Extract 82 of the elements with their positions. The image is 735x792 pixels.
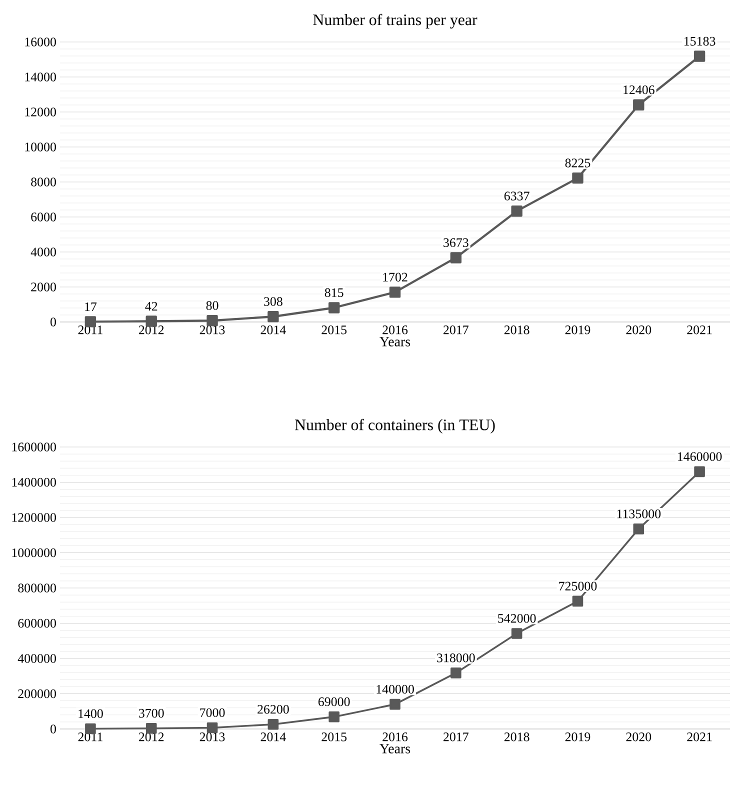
data-label: 1702 <box>383 272 408 282</box>
x-tick-label: 2015 <box>322 326 347 334</box>
y-tick-label: 200000 <box>18 689 56 698</box>
y-tick-label: 2000 <box>31 282 56 292</box>
point <box>633 524 644 534</box>
point <box>572 596 584 607</box>
data-label: 42 <box>145 302 158 311</box>
y-tick-label: 1400000 <box>12 478 56 487</box>
point <box>268 718 279 730</box>
data-label: 15183 <box>684 36 716 46</box>
x-tick-label: 2016 <box>382 326 408 334</box>
point <box>694 50 706 62</box>
point <box>206 722 218 734</box>
x-tick-label: 2019 <box>565 732 590 742</box>
data-label: 6337 <box>504 192 530 200</box>
y-tick-label: 600000 <box>18 618 56 628</box>
data-label: 140000 <box>376 684 414 694</box>
data-label: 308 <box>264 297 282 306</box>
x-tick-label: 2016 <box>382 732 408 742</box>
point <box>268 311 279 322</box>
x-axis-title: Years <box>380 744 410 754</box>
data-label: 3700 <box>139 708 164 718</box>
y-tick-label: 1600000 <box>12 442 56 452</box>
point <box>328 302 340 314</box>
point <box>511 628 522 639</box>
data-label: 7000 <box>200 708 225 718</box>
point <box>450 252 462 264</box>
y-tick-label: 1200000 <box>12 513 56 522</box>
point <box>206 314 218 326</box>
point <box>450 668 462 678</box>
data-label: 1135000 <box>617 510 661 518</box>
data-label: 1460000 <box>678 452 722 461</box>
point <box>572 172 584 184</box>
point <box>328 711 340 722</box>
x-tick-label: 2020 <box>626 732 652 742</box>
y-tick-label: 0 <box>50 724 56 734</box>
y-tick-label: 4000 <box>30 248 56 256</box>
x-tick-label: 2021 <box>687 326 712 334</box>
x-tick-label: 2018 <box>504 326 530 334</box>
x-tick-label: 2020 <box>626 326 652 334</box>
y-tick-label: 12000 <box>25 108 56 116</box>
x-tick-label: 2021 <box>687 732 712 742</box>
chart-title: Number of trains per year <box>313 14 478 28</box>
point <box>389 286 401 298</box>
y-tick-label: 6000 <box>31 212 56 222</box>
data-label: 318000 <box>437 654 475 662</box>
data-label: 725000 <box>559 582 597 591</box>
y-tick-label: 400000 <box>18 654 56 663</box>
x-tick-label: 2012 <box>138 732 164 742</box>
data-label: 80 <box>206 301 218 310</box>
point <box>633 99 644 110</box>
data-label: 69000 <box>318 697 350 706</box>
y-tick-label: 10000 <box>25 142 56 152</box>
point <box>390 698 400 710</box>
data-label: 8225 <box>565 158 590 168</box>
data-label: 26200 <box>258 704 289 714</box>
data-label: 3673 <box>444 238 468 248</box>
y-tick-label: 8000 <box>31 178 56 186</box>
x-tick-label: 2017 <box>444 326 468 334</box>
data-label: 17 <box>85 302 97 311</box>
x-tick-label: 2014 <box>260 326 286 334</box>
x-tick-label: 2017 <box>444 732 468 742</box>
data-label: 542000 <box>498 614 536 623</box>
chart-title: Number of containers (in TEU) <box>294 418 495 434</box>
x-tick-label: 2013 <box>200 732 225 742</box>
x-tick-label: 2013 <box>200 326 225 334</box>
y-tick-label: 1000000 <box>12 548 56 558</box>
point <box>694 466 705 478</box>
x-tick-label: 2015 <box>322 732 347 742</box>
y-tick-label: 16000 <box>25 38 56 46</box>
data-label: 815 <box>324 288 344 298</box>
x-tick-label: 2012 <box>138 326 164 334</box>
x-tick-label: 2014 <box>260 732 286 742</box>
y-tick-label: 800000 <box>18 584 56 592</box>
x-axis-title: Years <box>380 337 410 346</box>
x-tick-label: 2019 <box>565 326 590 334</box>
point <box>511 205 522 217</box>
data-label: 1400 <box>78 709 103 718</box>
y-tick-label: 14000 <box>25 72 56 82</box>
y-tick-label: 0 <box>50 318 56 326</box>
x-tick-label: 2018 <box>504 732 530 742</box>
data-label: 12406 <box>624 85 654 94</box>
